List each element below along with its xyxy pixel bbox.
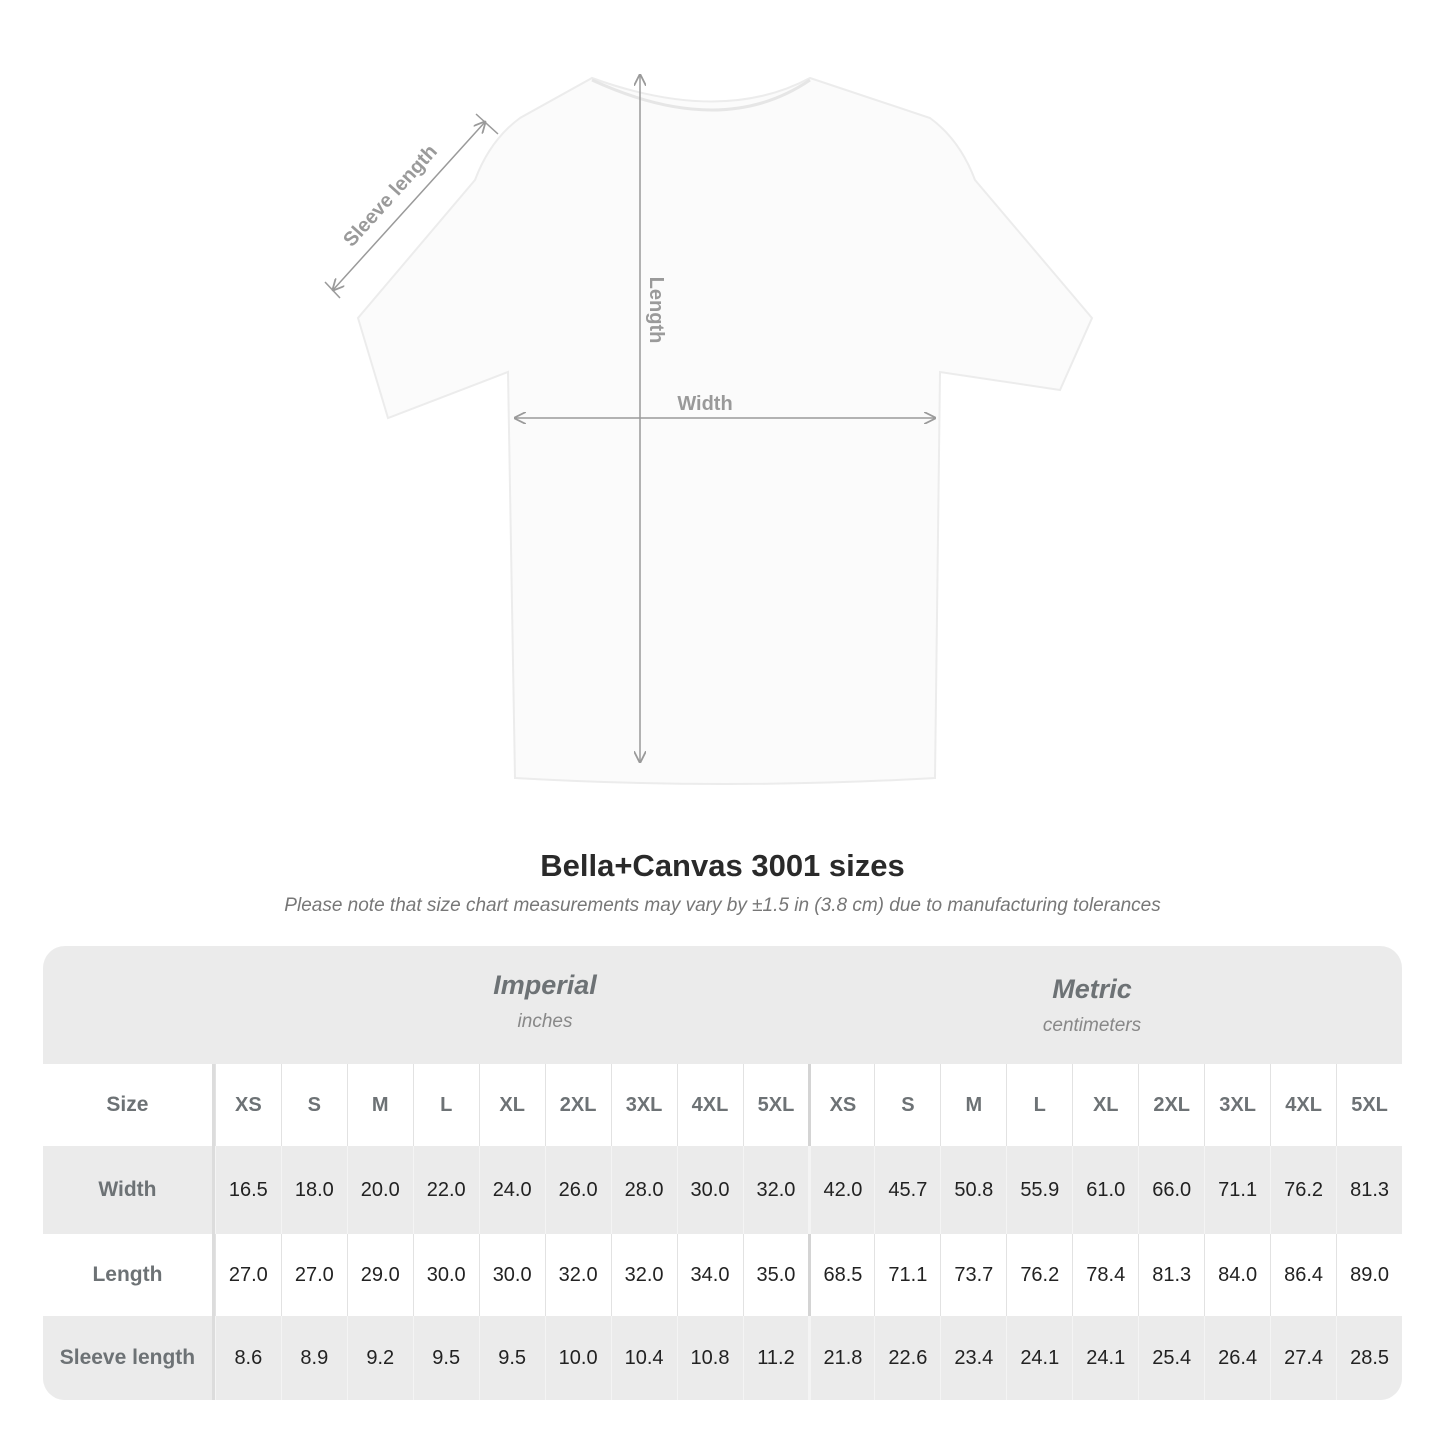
metric-size-s: S [874, 1064, 940, 1146]
tshirt-shape [356, 76, 1094, 785]
imperial-value-cell: 24.0 [478, 1146, 545, 1234]
metric-value-cell: 78.4 [1072, 1234, 1138, 1316]
metric-value-cell: 73.7 [940, 1234, 1006, 1316]
imperial-value-cell: 10.0 [544, 1316, 611, 1400]
metric-size-xl: XL [1072, 1064, 1138, 1146]
imperial-value-cell: 29.0 [346, 1234, 413, 1316]
imperial-value-cell: 9.5 [412, 1316, 479, 1400]
imperial-value-cell: 26.0 [544, 1146, 611, 1234]
width-label: Width [677, 393, 732, 415]
imperial-value-cell: 30.0 [676, 1146, 743, 1234]
imperial-value-cell: 8.9 [280, 1316, 347, 1400]
metric-value-cell: 89.0 [1336, 1234, 1402, 1316]
metric-value-cell: 45.7 [874, 1146, 940, 1234]
imperial-size-5xl: 5XL [742, 1064, 809, 1146]
imperial-size-3xl: 3XL [610, 1064, 677, 1146]
metric-value-cell: 24.1 [1072, 1316, 1138, 1400]
imperial-value-cell: 30.0 [412, 1234, 479, 1316]
metric-value-cell: 76.2 [1006, 1234, 1072, 1316]
imperial-value-cell: 10.8 [676, 1316, 743, 1400]
metric-value-cell: 68.5 [808, 1234, 874, 1316]
metric-unit: centimeters [1042, 1015, 1142, 1036]
metric-value-cell: 22.6 [874, 1316, 940, 1400]
metric-title: Metric [1052, 974, 1132, 1004]
metric-size-m: M [940, 1064, 1006, 1146]
metric-size-4xl: 4XL [1270, 1064, 1336, 1146]
metric-value-cell: 28.5 [1336, 1316, 1402, 1400]
metric-value-cell: 42.0 [808, 1146, 874, 1234]
imperial-value-cell: 34.0 [676, 1234, 743, 1316]
imperial-value-cell: 30.0 [478, 1234, 545, 1316]
imperial-header: Imperial inches [215, 970, 875, 1088]
imperial-size-l: L [412, 1064, 479, 1146]
imperial-value-cell: 8.6 [214, 1316, 281, 1400]
metric-size-xs: XS [808, 1064, 874, 1146]
metric-value-cell: 24.1 [1006, 1316, 1072, 1400]
imperial-size-4xl: 4XL [676, 1064, 743, 1146]
metric-value-cell: 25.4 [1138, 1316, 1204, 1400]
sleeve-length-label: Sleeve length [339, 141, 442, 252]
metric-size-2xl: 2XL [1138, 1064, 1204, 1146]
imperial-value-cell: 22.0 [412, 1146, 479, 1234]
imperial-size-2xl: 2XL [544, 1064, 611, 1146]
imperial-value-cell: 20.0 [346, 1146, 413, 1234]
imperial-value-cell: 16.5 [214, 1146, 281, 1234]
tshirt-diagram: Sleeve length Length Width [324, 0, 1094, 785]
imperial-title: Imperial [493, 970, 597, 1000]
imperial-value-cell: 32.0 [544, 1234, 611, 1316]
row-label: Sleeve length [43, 1316, 215, 1400]
row-label: Length [43, 1234, 215, 1316]
row-label: Width [43, 1146, 215, 1234]
length-label: Length [645, 277, 667, 344]
imperial-value-cell: 32.0 [610, 1234, 677, 1316]
imperial-value-cell: 18.0 [280, 1146, 347, 1234]
imperial-size-xs: XS [214, 1064, 281, 1146]
table-row-length: Length 27.0 27.0 29.0 30.0 30.0 32.0 32.0 34.0 35… [43, 1234, 1402, 1316]
size-chart-table: Imperial inches Metric centimeters Size X… [43, 946, 1402, 1400]
imperial-size-m: M [346, 1064, 413, 1146]
metric-size-l: L [1006, 1064, 1072, 1146]
metric-value-cell: 86.4 [1270, 1234, 1336, 1316]
sleeve-arrow [333, 122, 485, 290]
imperial-value-cell: 11.2 [742, 1316, 809, 1400]
size-header-label: Size [43, 1064, 215, 1146]
metric-value-cell: 27.4 [1270, 1316, 1336, 1400]
page-title: Bella+Canvas 3001 sizes [540, 848, 905, 883]
metric-value-cell: 55.9 [1006, 1146, 1072, 1234]
imperial-value-cell: 9.5 [478, 1316, 545, 1400]
metric-value-cell: 71.1 [874, 1234, 940, 1316]
imperial-size-xl: XL [478, 1064, 545, 1146]
imperial-value-cell: 32.0 [742, 1146, 809, 1234]
size-header-row: Size XS S M L XL 2XL 3XL 4XL 5XL XS S M L XL 2XL 3XL 4XL 5… [43, 1064, 1402, 1146]
imperial-value-cell: 28.0 [610, 1146, 677, 1234]
imperial-value-cell: 27.0 [280, 1234, 347, 1316]
imperial-value-cell: 27.0 [214, 1234, 281, 1316]
metric-value-cell: 26.4 [1204, 1316, 1270, 1400]
metric-value-cell: 50.8 [940, 1146, 1006, 1234]
metric-value-cell: 61.0 [1072, 1146, 1138, 1234]
imperial-value-cell: 10.4 [610, 1316, 677, 1400]
table-row-sleeve-length: Sleeve length 8.6 8.9 9.2 9.5 9.5 10.0 10.4 10.8… [43, 1316, 1402, 1400]
metric-header: Metric centimeters [809, 974, 1375, 1092]
metric-value-cell: 81.3 [1336, 1146, 1402, 1234]
imperial-size-s: S [280, 1064, 347, 1146]
table-row-width: Width 16.5 18.0 20.0 22.0 24.0 26.0 28.0 30.0 32.… [43, 1146, 1402, 1234]
imperial-value-cell: 35.0 [742, 1234, 809, 1316]
imperial-value-cell: 9.2 [346, 1316, 413, 1400]
metric-value-cell: 23.4 [940, 1316, 1006, 1400]
metric-value-cell: 84.0 [1204, 1234, 1270, 1316]
imperial-unit: inches [517, 1011, 573, 1032]
metric-value-cell: 71.1 [1204, 1146, 1270, 1234]
tolerance-note: Please note that size chart measurements… [284, 895, 1161, 916]
metric-value-cell: 81.3 [1138, 1234, 1204, 1316]
metric-size-3xl: 3XL [1204, 1064, 1270, 1146]
metric-size-5xl: 5XL [1336, 1064, 1402, 1146]
size-grid: Size XS S M L XL 2XL 3XL 4XL 5XL XS S M L XL 2XL 3XL 4XL 5… [43, 1064, 1402, 1400]
metric-value-cell: 76.2 [1270, 1146, 1336, 1234]
metric-value-cell: 21.8 [808, 1316, 874, 1400]
metric-value-cell: 66.0 [1138, 1146, 1204, 1234]
